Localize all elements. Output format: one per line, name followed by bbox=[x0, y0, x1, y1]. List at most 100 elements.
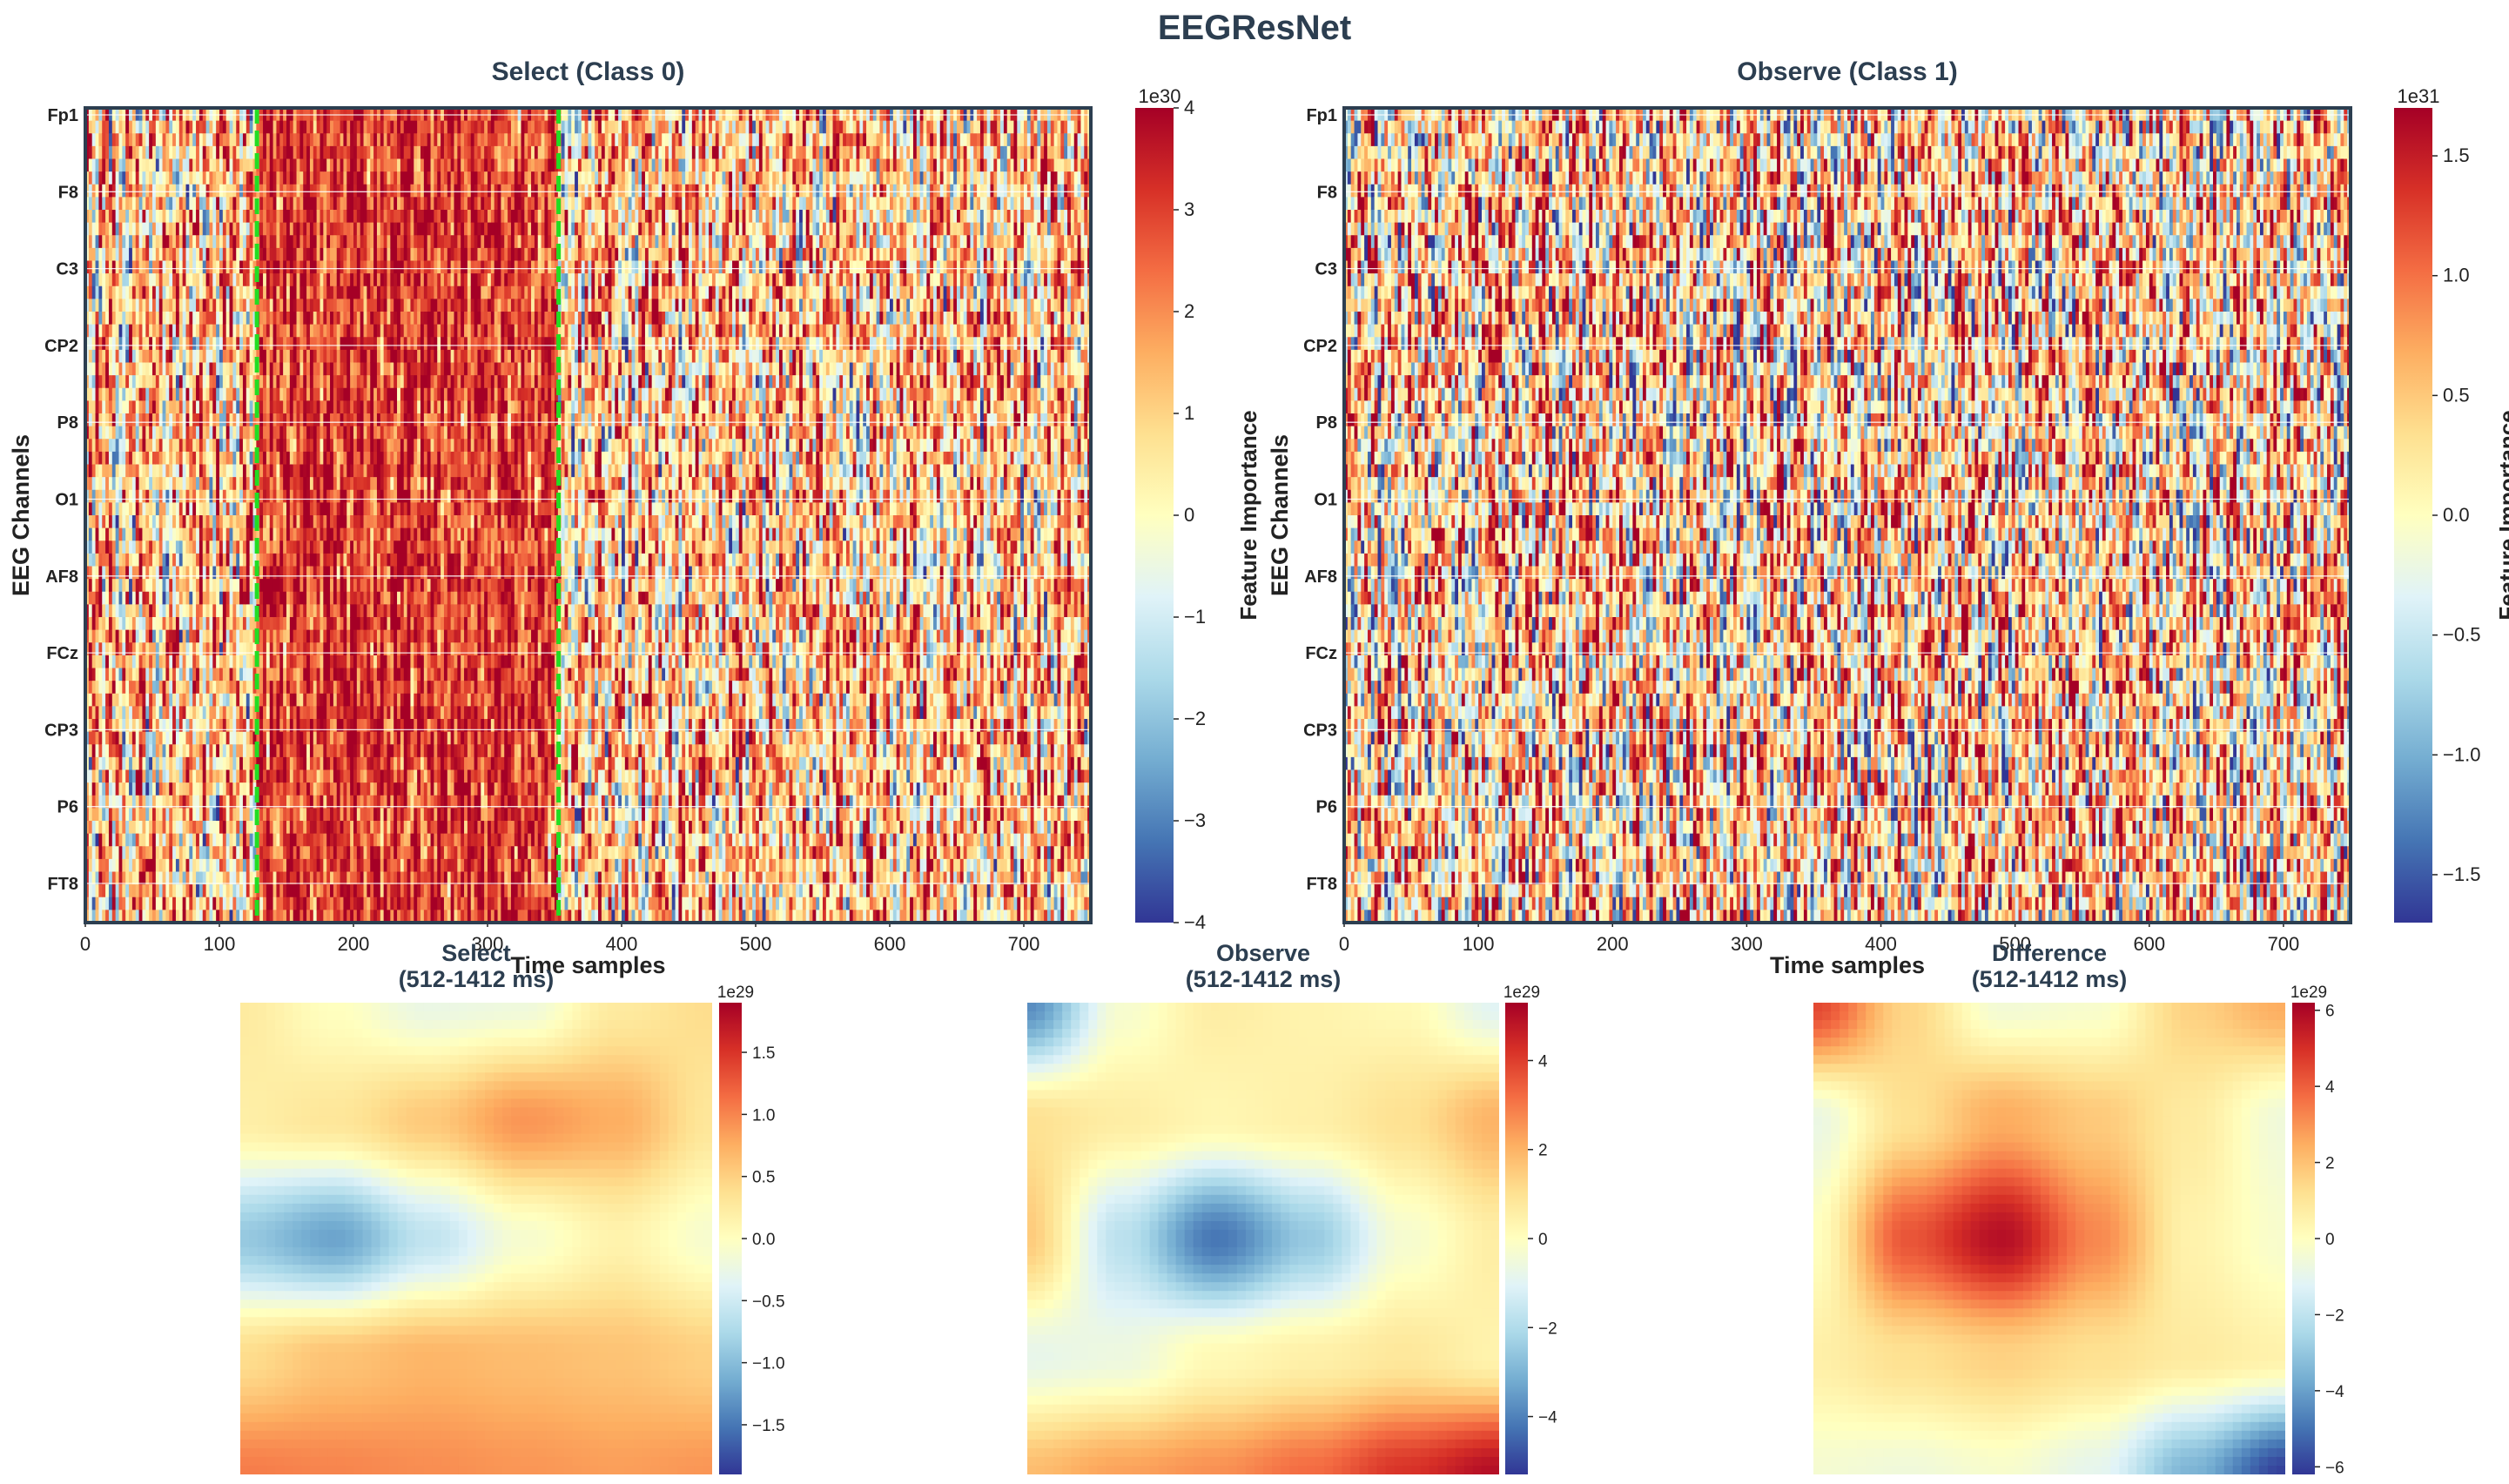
heatmap-cell bbox=[138, 744, 144, 758]
heatmap-cell bbox=[316, 896, 321, 910]
heatmap-cell bbox=[320, 439, 324, 453]
heatmap-cell bbox=[283, 120, 287, 134]
heatmap-cell bbox=[172, 858, 177, 873]
heatmap-cell bbox=[229, 744, 233, 758]
heatmap-cell bbox=[205, 133, 211, 147]
heatmap-cell bbox=[296, 629, 300, 643]
heatmap-cell bbox=[266, 285, 271, 299]
heatmap-cell bbox=[189, 197, 193, 211]
heatmap-cell bbox=[272, 579, 278, 593]
heatmap-cell bbox=[333, 197, 338, 211]
heatmap-cell bbox=[138, 222, 144, 236]
heatmap-cell bbox=[125, 884, 130, 898]
heatmap-cell bbox=[111, 541, 117, 554]
heatmap-cell bbox=[142, 285, 146, 299]
heatmap-cell bbox=[165, 731, 170, 745]
heatmap-cell bbox=[125, 655, 130, 669]
heatmap-cell bbox=[115, 910, 120, 923]
heatmap-cell bbox=[209, 362, 213, 376]
heatmap-cell bbox=[296, 591, 300, 605]
heatmap-cell bbox=[118, 426, 123, 440]
heatmap-cell bbox=[149, 706, 153, 720]
heatmap-cell bbox=[306, 158, 311, 172]
heatmap-cell bbox=[108, 502, 113, 516]
heatmap-cell bbox=[249, 591, 254, 605]
heatmap-cell bbox=[192, 566, 197, 580]
heatmap-cell bbox=[189, 553, 193, 567]
heatmap-cell bbox=[98, 617, 103, 631]
heatmap-cell bbox=[111, 604, 117, 618]
heatmap-cell bbox=[182, 642, 187, 656]
heatmap-cell bbox=[289, 681, 294, 695]
heatmap-cell bbox=[225, 145, 231, 160]
heatmap-cell bbox=[296, 744, 300, 758]
heatmap-cell bbox=[129, 591, 133, 605]
heatmap-cell bbox=[135, 247, 140, 262]
heatmap-cell bbox=[178, 362, 184, 376]
heatmap-cell bbox=[232, 299, 237, 312]
heatmap-cell bbox=[229, 527, 233, 541]
heatmap-cell bbox=[219, 451, 224, 466]
heatmap-cell bbox=[131, 795, 137, 809]
heatmap-cell bbox=[313, 655, 318, 669]
heatmap-cell bbox=[95, 145, 99, 160]
heatmap-cell bbox=[343, 337, 347, 351]
heatmap-cell bbox=[125, 833, 130, 847]
heatmap-cell bbox=[129, 413, 133, 427]
heatmap-cell bbox=[185, 464, 190, 478]
heatmap-cell bbox=[98, 731, 103, 745]
heatmap-cell bbox=[293, 706, 298, 720]
heatmap-cell bbox=[88, 362, 93, 376]
heatmap-cell bbox=[91, 731, 97, 745]
heatmap-cell bbox=[105, 426, 110, 440]
heatmap-cell bbox=[320, 719, 324, 733]
heatmap-cell bbox=[178, 400, 184, 414]
heatmap-cell bbox=[108, 642, 113, 656]
heatmap-cell bbox=[242, 833, 247, 847]
heatmap-cell bbox=[142, 362, 146, 376]
heatmap-cell bbox=[272, 158, 278, 172]
heatmap-cell bbox=[91, 896, 97, 910]
heatmap-cell bbox=[286, 910, 291, 923]
heatmap-cell bbox=[225, 464, 231, 478]
heatmap-cell bbox=[286, 171, 291, 185]
heatmap-cell bbox=[249, 375, 254, 389]
heatmap-cell bbox=[155, 426, 160, 440]
heatmap-cell bbox=[102, 362, 106, 376]
heatmap-cell bbox=[142, 896, 146, 910]
heatmap-cell bbox=[122, 299, 126, 312]
heatmap-cell bbox=[303, 706, 307, 720]
heatmap-cell bbox=[286, 706, 291, 720]
heatmap-cell bbox=[202, 821, 207, 835]
heatmap-cell bbox=[108, 769, 113, 783]
heatmap-cell bbox=[178, 312, 184, 326]
heatmap-cell bbox=[320, 515, 324, 529]
heatmap-cell bbox=[198, 604, 204, 618]
heatmap-cell bbox=[266, 884, 271, 898]
heatmap-cell bbox=[209, 795, 213, 809]
heatmap-cell bbox=[340, 719, 345, 733]
heatmap-cell bbox=[330, 133, 334, 147]
heatmap-cell bbox=[316, 477, 321, 491]
heatmap-cell bbox=[178, 668, 184, 682]
heatmap-cell bbox=[216, 362, 220, 376]
heatmap-cell bbox=[192, 541, 197, 554]
heatmap-cell bbox=[95, 222, 99, 236]
heatmap-cell bbox=[340, 387, 345, 401]
heatmap-cell bbox=[293, 197, 298, 211]
heatmap-cell bbox=[152, 362, 157, 376]
heatmap-cell bbox=[138, 527, 144, 541]
heatmap-cell bbox=[299, 400, 304, 414]
heatmap-cell bbox=[88, 782, 93, 796]
heatmap-cell bbox=[135, 312, 140, 326]
heatmap-cell bbox=[343, 145, 347, 160]
heatmap-cell bbox=[185, 349, 190, 364]
heatmap-cell bbox=[263, 184, 267, 198]
heatmap-cell bbox=[165, 477, 170, 491]
heatmap-cell bbox=[85, 184, 90, 198]
heatmap-cell bbox=[222, 285, 227, 299]
heatmap-cell bbox=[111, 312, 117, 326]
heatmap-cell bbox=[209, 527, 213, 541]
heatmap-cell bbox=[333, 285, 338, 299]
heatmap-cell bbox=[149, 782, 153, 796]
